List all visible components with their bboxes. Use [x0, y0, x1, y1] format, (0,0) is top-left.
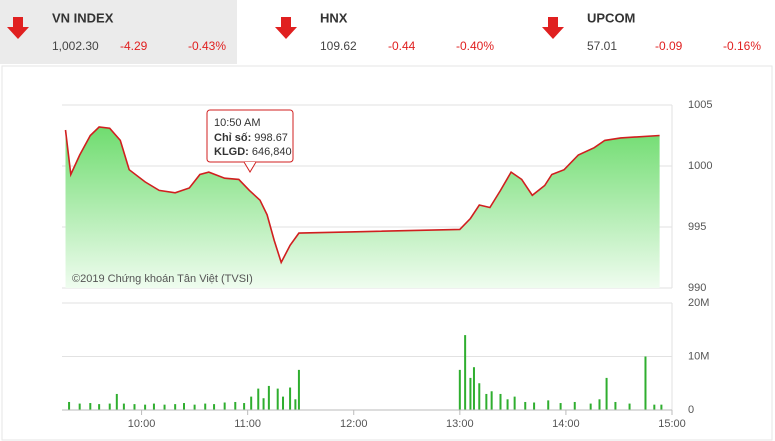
volume-bar [485, 393, 488, 410]
volume-bar [614, 401, 617, 410]
y-tick-label: 995 [688, 221, 706, 233]
volume-bar [573, 401, 576, 410]
y-tick-label: 10M [688, 350, 709, 362]
ticker-change: -4.29 [120, 39, 148, 53]
chart-frame [1, 65, 773, 441]
tooltip-row: KLGD: 646,840 [214, 146, 292, 158]
volume-bar [628, 403, 631, 410]
tooltip-row: Chỉ số: 998.67 [214, 132, 288, 144]
volume-bar [204, 403, 207, 410]
ticker-percent: -0.43% [188, 39, 226, 53]
volume-bar [133, 404, 136, 410]
y-tick-label: 20M [688, 297, 709, 309]
volume-bar [524, 401, 527, 410]
volume-bar [183, 403, 185, 410]
x-tick-label: 15:00 [658, 418, 686, 430]
volume-bar [243, 403, 246, 410]
y-tick-label: 1005 [688, 99, 712, 111]
volume-bar [174, 404, 177, 410]
volume-bar [644, 356, 647, 410]
tooltip-value: 646,840 [252, 146, 292, 158]
ticker-change: -0.44 [388, 39, 416, 53]
down-arrow [7, 17, 29, 39]
down-arrow [275, 17, 297, 39]
volume-bar [533, 402, 536, 410]
volume-bar [267, 385, 270, 410]
volume-bar [282, 396, 285, 410]
volume-bar [223, 402, 226, 410]
volume-bar [257, 388, 260, 410]
credit: ©2019 Chứng khoán Tân Việt (TVSI) [72, 273, 253, 285]
volume-bar [297, 369, 300, 410]
x-tick-label: 13:00 [446, 418, 474, 430]
volume-bar [250, 396, 253, 410]
volume-bar [513, 396, 516, 410]
volume-bar [598, 399, 601, 410]
volume-bar [144, 404, 147, 410]
volume-bar [490, 391, 493, 410]
ticker-change: -0.09 [655, 39, 683, 53]
x-tick-label: 12:00 [340, 418, 368, 430]
volume-bar [213, 404, 216, 410]
ticker-value: 1,002.30 [52, 39, 99, 53]
y-tick-label: 0 [688, 404, 694, 416]
volume-bar [506, 399, 509, 410]
volume-bar [163, 404, 166, 410]
volume-bar [115, 393, 118, 410]
ticker-name: UPCOM [587, 10, 635, 25]
active-panel [0, 0, 237, 64]
volume-bar [559, 403, 562, 410]
volume-bar [547, 400, 550, 410]
volume-bar [98, 404, 101, 410]
ticker-value: 57.01 [587, 39, 617, 53]
volume-bar [68, 401, 71, 410]
x-tick-label: 11:00 [234, 418, 261, 430]
volume-bar [478, 383, 481, 410]
volume-bar [276, 388, 279, 410]
volume-bar [469, 377, 472, 410]
tooltip-time: 10:50 AM [214, 117, 260, 129]
volume-bar [89, 403, 92, 410]
tooltip-value: 998.67 [254, 132, 288, 144]
ticker-value: 109.62 [320, 39, 357, 53]
volume-bar [152, 403, 155, 410]
volume-bar [589, 403, 592, 410]
volume-bar [289, 387, 292, 410]
volume-bar [660, 404, 663, 410]
tooltip-label: Chỉ số: [214, 132, 251, 144]
ticker-percent: -0.40% [456, 39, 494, 53]
y-tick-label: 990 [688, 282, 706, 294]
x-tick-label: 14:00 [552, 418, 580, 430]
volume-bar [458, 369, 461, 410]
down-arrow [542, 17, 564, 39]
ticker-name: HNX [320, 10, 348, 25]
volume-bar [653, 404, 656, 410]
volume-bar [122, 403, 125, 410]
volume-bar [464, 335, 467, 410]
volume-bar [294, 399, 297, 410]
volume-bar [499, 393, 502, 410]
volume-bar [108, 403, 111, 410]
price-line [64, 126, 660, 265]
volume-bar [193, 404, 196, 410]
tooltip: 10:50 AM Chỉ số: 998.67 KLGD: 646,840 [206, 109, 294, 173]
price-area [65, 127, 660, 288]
tooltip-pointer [243, 161, 257, 173]
volume-bar [78, 403, 81, 410]
ticker-name: VN INDEX [52, 10, 114, 25]
volume-bar [605, 377, 608, 410]
tooltip-label: KLGD: [214, 146, 249, 158]
x-tick-label: 10:00 [128, 418, 156, 430]
volume-bar [262, 398, 265, 410]
ticker-percent: -0.16% [723, 39, 761, 53]
y-tick-label: 1000 [688, 160, 712, 172]
volume-bar [234, 401, 237, 410]
volume-bar [472, 367, 475, 410]
